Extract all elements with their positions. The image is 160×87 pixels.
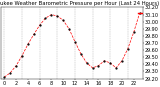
Title: Milwaukee Weather Barometric Pressure per Hour (Last 24 Hours): Milwaukee Weather Barometric Pressure pe…: [0, 1, 159, 6]
